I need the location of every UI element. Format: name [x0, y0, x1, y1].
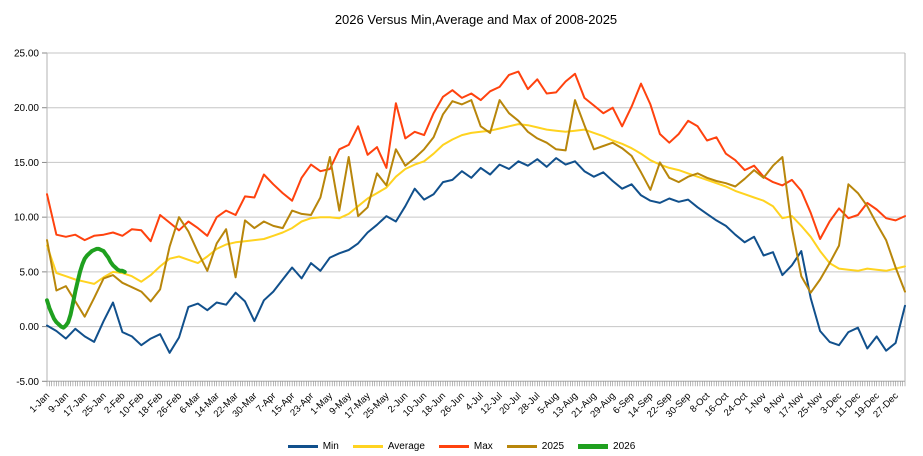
- series-line-min: [46, 157, 906, 354]
- x-axis-label: 1-Jan: [28, 391, 53, 416]
- legend-swatch-2026: [578, 444, 609, 449]
- legend-label: 2025: [541, 441, 565, 452]
- legend-label: Max: [473, 441, 493, 452]
- y-axis-label: 20.00: [14, 103, 39, 114]
- series-line-max: [46, 70, 906, 243]
- x-minor-ticks: [46, 381, 906, 387]
- legend-item-2025: 2025: [506, 441, 565, 452]
- series-line-average: [46, 123, 906, 285]
- legend-label: Min: [322, 441, 339, 452]
- series-line-2026: [45, 246, 127, 330]
- legend: Min Average Max 2025 2026: [0, 441, 923, 452]
- y-axis-label: 15.00: [14, 158, 39, 169]
- legend-item-2026: 2026: [578, 441, 635, 452]
- y-axis-label: 0.00: [20, 322, 40, 333]
- legend-item-min: Min: [287, 441, 339, 452]
- legend-item-max: Max: [438, 441, 493, 452]
- legend-item-average: Average: [352, 441, 425, 452]
- legend-label: Average: [387, 441, 425, 452]
- y-axis-label: 10.00: [14, 213, 39, 224]
- y-axis-label: 5.00: [20, 267, 40, 278]
- series-line-2025: [46, 99, 906, 318]
- y-axis-label: -5.00: [16, 377, 39, 388]
- legend-swatch-2025: [506, 445, 537, 448]
- legend-label: 2026: [613, 441, 636, 452]
- legend-swatch-max: [438, 445, 469, 448]
- chart-title: 2026 Versus Min,Average and Max of 2008-…: [334, 12, 618, 27]
- y-axis-label: 25.00: [14, 49, 39, 60]
- legend-swatch-min: [287, 445, 318, 448]
- legend-swatch-average: [352, 445, 383, 448]
